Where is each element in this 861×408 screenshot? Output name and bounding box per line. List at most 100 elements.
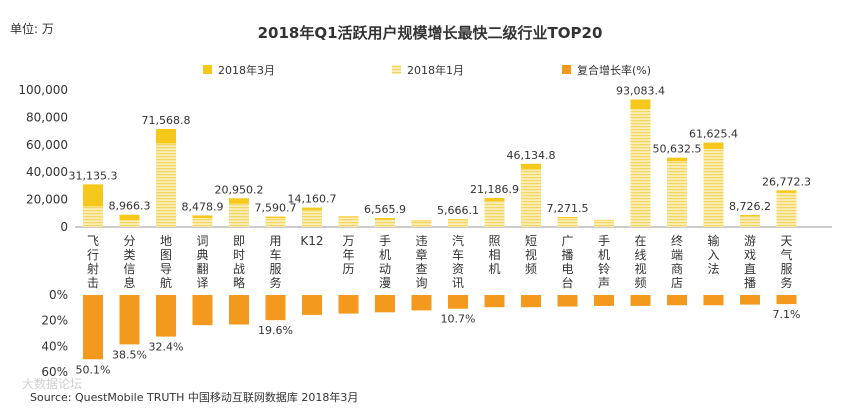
bar-january <box>594 220 614 227</box>
growth-label: 10.7% <box>441 313 476 326</box>
value-label: 61,625.4 <box>689 128 738 141</box>
category-label: 终端商店 <box>671 233 683 290</box>
category-label: 飞行射击 <box>87 234 99 290</box>
unit-label: 单位: 万 <box>10 21 54 36</box>
source-note: Source: QuestMobile TRUTH 中国移动互联网数据库 201… <box>30 390 358 404</box>
value-label: 93,083.4 <box>616 84 665 97</box>
bar-january <box>375 219 395 227</box>
bar-january <box>338 217 359 227</box>
value-label: 8,478.9 <box>182 200 224 213</box>
legend: 2018年3月 2018年1月 复合增长率(%) <box>203 63 651 77</box>
bar-january <box>265 218 286 227</box>
bar-january <box>448 220 468 227</box>
value-label: 14,160.7 <box>288 193 337 206</box>
category-label: 分类信息 <box>123 234 135 290</box>
bar-january <box>83 206 103 227</box>
bar-growth <box>265 295 286 321</box>
category-label: 手机铃声 <box>598 234 610 290</box>
bar-january <box>557 218 578 227</box>
bar-january <box>411 221 432 227</box>
category-label: 地图导航 <box>160 234 172 290</box>
y-tick-label: 40,000 <box>26 165 68 179</box>
bar-growth <box>667 295 687 306</box>
y-tick-label: 0 <box>60 220 68 234</box>
category-label: 短视频 <box>525 234 537 276</box>
growth-tick-label: 0% <box>49 288 68 302</box>
category-label: 输入法 <box>707 233 719 276</box>
bar-growth <box>557 295 578 307</box>
category-label: 天气服务 <box>780 234 792 290</box>
y-tick-label: 20,000 <box>26 193 68 207</box>
category-label: 广播电台 <box>561 234 573 290</box>
bar-january <box>484 200 505 227</box>
bar-january <box>119 220 140 227</box>
bar-growth <box>83 295 103 360</box>
bar-growth <box>448 295 468 309</box>
growth-tick-label: 60% <box>41 365 68 379</box>
value-label: 8,726.2 <box>729 200 771 213</box>
category-label: 在线视频 <box>634 234 646 290</box>
growth-tick-label: 40% <box>41 339 68 353</box>
bar-january <box>740 216 760 227</box>
growth-label: 32.4% <box>149 341 184 354</box>
legend-swatch-january <box>392 65 401 74</box>
y-tick-label: 60,000 <box>26 138 68 152</box>
bar-growth <box>192 295 213 326</box>
legend-label-march: 2018年3月 <box>218 63 275 77</box>
bar-january <box>302 209 322 227</box>
category-label: 照相机 <box>488 234 500 276</box>
category-label: 即时战略 <box>233 234 245 290</box>
bar-growth <box>630 295 651 306</box>
bar-january <box>667 161 687 227</box>
bar-january <box>630 109 651 227</box>
value-label: 31,135.3 <box>69 169 118 182</box>
bar-growth <box>776 295 797 305</box>
category-label: 汽车资讯 <box>452 233 464 290</box>
value-label: 8,966.3 <box>109 200 151 213</box>
value-label: 46,134.8 <box>507 149 556 162</box>
value-label: 7,590.7 <box>255 202 297 215</box>
bar-growth <box>594 295 614 306</box>
value-label: 6,565.9 <box>364 203 406 216</box>
bar-january <box>776 192 797 227</box>
bar-growth <box>703 295 724 306</box>
category-label: 违章查询 <box>415 234 427 290</box>
category-label: K12 <box>300 234 323 248</box>
bar-growth <box>375 295 395 313</box>
legend-label-growth: 复合增长率(%) <box>577 63 651 77</box>
bar-january <box>156 143 176 227</box>
bar-growth <box>484 295 505 308</box>
value-label: 7,271.5 <box>547 202 589 215</box>
legend-label-january: 2018年1月 <box>407 63 464 77</box>
y-tick-label: 80,000 <box>26 110 68 124</box>
chart-title: 2018年Q1活跃用户规模增长最快二级行业TOP20 <box>258 24 603 42</box>
value-label: 50,632.5 <box>653 143 702 156</box>
growth-label: 19.6% <box>258 324 293 337</box>
category-label: 用车服务 <box>269 234 281 290</box>
bar-growth <box>302 295 322 315</box>
y-tick-label: 100,000 <box>18 83 68 97</box>
bar-growth <box>229 295 249 325</box>
growth-tick-label: 20% <box>41 314 68 328</box>
category-label: 万年历 <box>342 234 354 276</box>
legend-swatch-growth <box>562 65 571 74</box>
bar-january <box>703 148 724 227</box>
bar-growth <box>411 295 432 311</box>
watermark: 大数据论坛 <box>22 376 82 391</box>
bar-january <box>192 218 213 227</box>
bar-growth <box>521 295 541 308</box>
growth-label: 38.5% <box>112 348 147 361</box>
value-label: 5,666.1 <box>437 204 479 217</box>
bar-january <box>229 203 249 227</box>
value-label: 26,772.3 <box>762 175 811 188</box>
growth-label: 7.1% <box>773 308 801 321</box>
bar-growth <box>156 295 176 337</box>
bar-growth <box>119 295 140 345</box>
bar-january <box>521 169 541 227</box>
value-label: 20,950.2 <box>215 183 264 196</box>
bar-growth <box>740 295 760 305</box>
category-label: 词典翻译 <box>196 234 208 290</box>
category-label: 游戏直播 <box>744 234 756 290</box>
category-label: 手机动漫 <box>379 234 391 290</box>
